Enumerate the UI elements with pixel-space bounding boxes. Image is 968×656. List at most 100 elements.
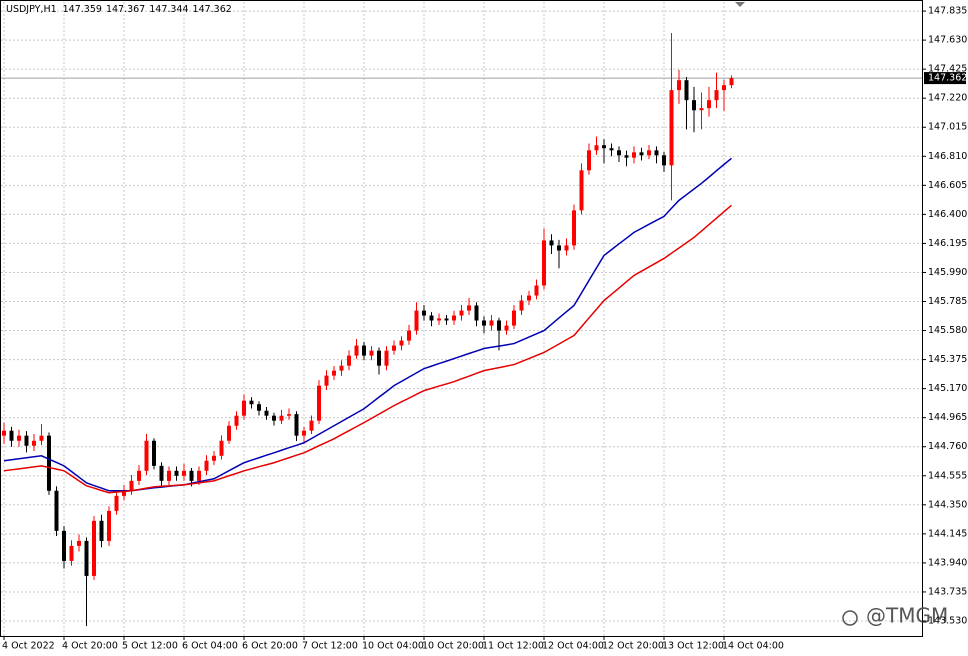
candle-body [579,170,584,211]
header: USDJPY,H1 147.359 147.367 147.344 147.362 [6,4,232,15]
x-tick-label: 6 Oct 04:00 [182,641,238,652]
candle-body [257,404,261,411]
candle-body [17,435,21,441]
candle-body [54,490,59,531]
moving-average [3,204,732,494]
candle-body [212,455,216,461]
candle-body [174,470,179,476]
candle-body [497,320,501,331]
candle-body [32,440,36,446]
x-tick-label: 12 Oct 04:00 [542,641,604,652]
candle-body [602,145,606,149]
candle-body [564,245,569,251]
candle-body [384,350,389,366]
x-tick-label: 12 Oct 20:00 [602,641,664,652]
candle-body [684,80,689,101]
candle-body [84,540,89,576]
candle-body [249,400,254,405]
x-tick-label: 4 Oct 2022 [2,641,55,652]
candle-body [707,100,711,109]
candle-body [654,150,659,156]
candle-body [609,148,614,151]
candle-body [69,545,74,561]
x-tick-label: 14 Oct 04:00 [722,641,784,652]
candle-body [422,310,426,316]
grid [1,2,922,636]
candle-body [647,150,651,156]
candle-body [662,155,666,166]
candle-body [512,310,516,326]
y-tick-label: 145.785 [928,296,967,307]
y-tick-label: 147.835 [928,6,967,17]
y-tick-label: 145.170 [928,383,967,394]
y-tick-label: 145.580 [928,325,967,336]
candle-body [407,330,411,341]
candle-body [114,495,119,511]
last-close: 147.362 [193,4,232,15]
candle-body [39,435,44,441]
x-tick-label: 10 Oct 04:00 [362,641,424,652]
candle-body [722,85,726,91]
candle-body [99,520,104,541]
candle-body [527,295,531,301]
candle-body [489,320,494,326]
plot [1,33,922,627]
candle-body [122,490,126,496]
candle-body [572,210,576,246]
candle-body [197,470,201,481]
candle-body [482,320,486,326]
candle-body [549,240,554,246]
candle-body [392,345,396,351]
y-tick-label: 147.630 [928,35,967,46]
candle-body [467,305,471,311]
last-high: 147.367 [106,4,145,15]
candle-body [429,315,434,321]
candle-body [332,370,336,376]
plot-frame [0,0,923,637]
watermark-logo: @TMGM [842,604,948,628]
y-tick-label: 146.195 [928,238,967,249]
candle-body [714,90,719,101]
candle-body [309,420,314,431]
x-tick-label: 6 Oct 20:00 [242,641,298,652]
x-tick-label: 11 Oct 12:00 [482,641,544,652]
candle-body [729,78,734,86]
candle-body [279,415,284,421]
y-tick-label: 144.965 [928,412,967,423]
y-tick-label: 147.425 [928,64,967,75]
current-price-label: 147.362 [928,73,967,84]
candle-body [317,385,321,421]
candle-body [632,152,636,158]
candle-body [354,345,359,356]
candle-body [639,152,644,156]
candle-body [624,155,629,158]
y-tick-label: 146.605 [928,180,967,191]
candle-body [264,410,269,416]
candle-body [617,150,621,156]
candle-body [77,540,81,546]
candle-body [182,470,186,476]
candle-body [144,440,149,471]
y-tick-label: 145.990 [928,267,967,278]
candle-body [399,340,404,346]
candle-body [272,415,276,421]
candle-body [9,430,14,441]
candle-body [137,470,141,481]
candle-body [234,415,239,426]
candle-body [369,350,374,356]
y-tick-label: 144.145 [928,528,967,539]
watermark: @TMGM [866,604,948,628]
last-low: 147.344 [149,4,188,15]
candle-body [189,470,194,481]
candle-body [24,435,29,446]
y-tick-label: 145.375 [928,354,967,365]
y-tick-label: 147.220 [928,93,967,104]
candle-body [107,510,111,541]
candle-body [557,245,561,251]
y-tick-label: 143.530 [928,615,967,626]
candle-body [692,100,696,111]
y-tick-label: 146.810 [928,151,967,162]
scroll-marker [735,2,745,7]
x-tick-label: 13 Oct 12:00 [662,641,724,652]
